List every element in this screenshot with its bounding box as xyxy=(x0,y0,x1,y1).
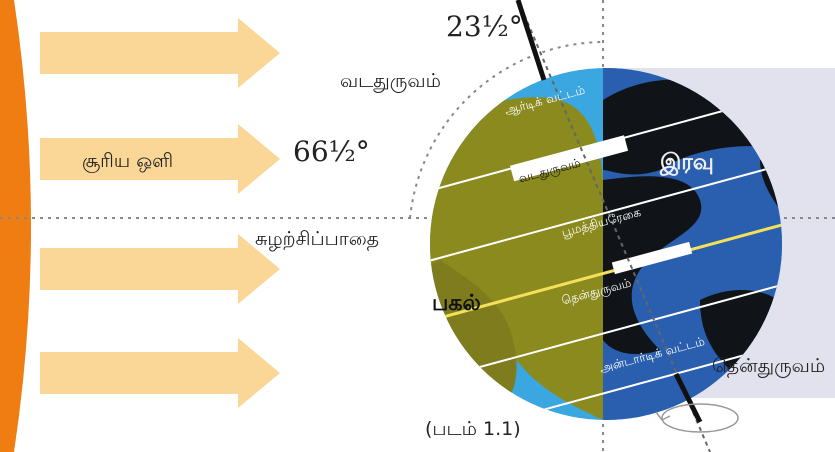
sunlight-arrow-3 xyxy=(40,234,280,304)
sunlight-arrows xyxy=(40,18,280,408)
axis-north-end xyxy=(515,0,547,81)
night-label: இரவு xyxy=(660,150,714,175)
day-label: பகல் xyxy=(432,291,481,316)
figure-caption: (படம் 1.1) xyxy=(425,418,521,440)
sunlight-arrow-2 xyxy=(40,124,280,194)
rotation-arrow xyxy=(661,403,739,433)
south-pole-label: தென்துருவம் xyxy=(712,355,826,377)
sunlight-arrow-4 xyxy=(40,338,280,408)
sun-angle-label: 66½° xyxy=(293,135,370,168)
sunlight-arrow-1 xyxy=(40,18,280,88)
rotation-arrow-head xyxy=(655,411,671,421)
orbit-label: சுழற்சிப்பாதை xyxy=(255,228,380,250)
axis-south-end xyxy=(673,372,703,424)
sun-shape xyxy=(0,0,31,452)
sunlight-label: சூரிய ஒளி xyxy=(82,150,174,172)
north-pole-label: வடதுருவம் xyxy=(340,70,441,92)
tilt-angle-label: 23½° xyxy=(446,10,523,43)
